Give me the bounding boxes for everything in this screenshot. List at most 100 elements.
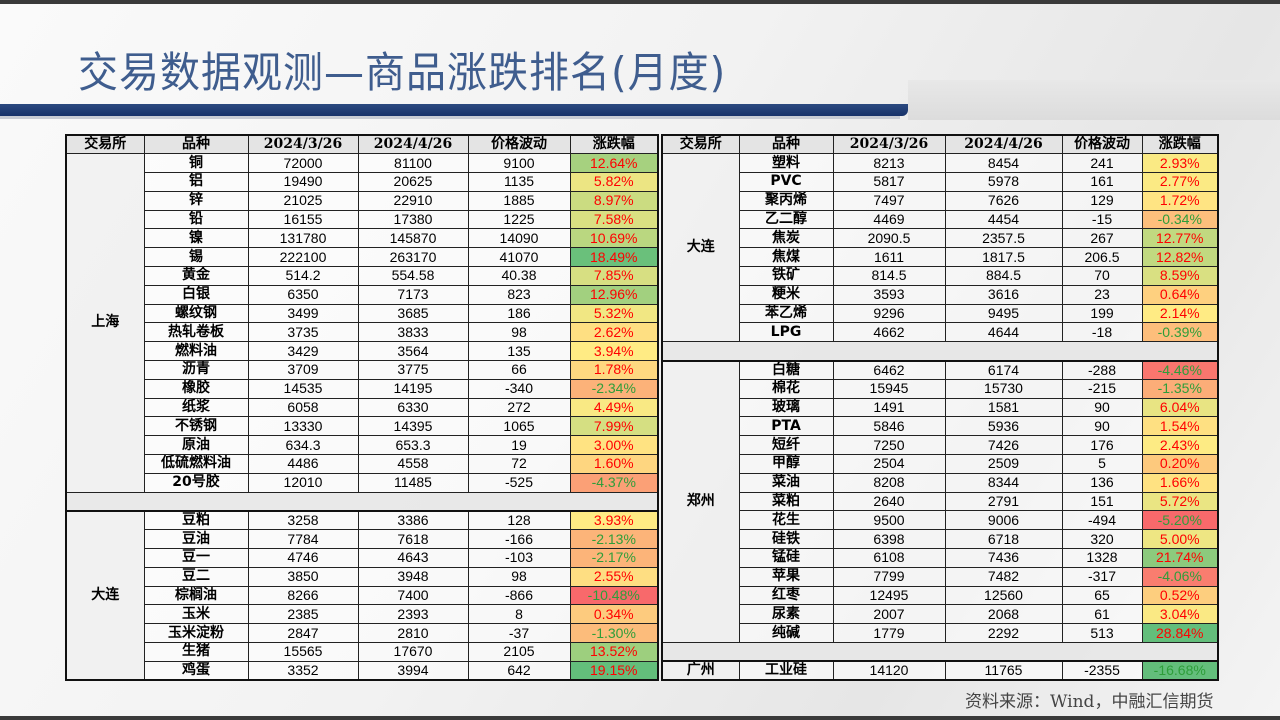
table-row: 尿素 2007 2068 61 3.04%: [662, 604, 1219, 625]
price-start-cell: 21025: [247, 190, 359, 211]
price-change-cell: 65: [1061, 585, 1143, 606]
price-change-cell: -317: [1061, 566, 1143, 587]
percent-change-cell: 12.96%: [569, 284, 659, 305]
percent-change-cell: 3.04%: [1141, 604, 1219, 625]
price-change-cell: 66: [467, 360, 571, 380]
table-row: 硅铁 6398 6718 320 5.00%: [662, 529, 1219, 550]
price-end-cell: 4558: [357, 454, 469, 474]
price-end-cell: 9006: [944, 510, 1063, 531]
price-start-cell: 3709: [247, 360, 359, 380]
percent-change-cell: -10.48%: [569, 585, 659, 606]
price-change-cell: 513: [1061, 623, 1143, 644]
variety-cell: 工业硅: [738, 660, 834, 681]
price-end-cell: 653.3: [357, 435, 469, 456]
variety-cell: 焦煤: [738, 247, 834, 268]
percent-change-cell: -1.30%: [569, 623, 659, 644]
percent-change-cell: -2.34%: [569, 378, 659, 399]
price-start-cell: 13330: [247, 416, 359, 437]
percent-change-cell: 0.64%: [1141, 284, 1219, 305]
column-header: 品种: [738, 134, 834, 155]
variety-cell: 塑料: [738, 153, 834, 174]
price-end-cell: 3948: [357, 566, 469, 587]
price-start-cell: 514.2: [247, 266, 359, 286]
price-end-cell: 17670: [357, 642, 469, 662]
price-end-cell: 1817.5: [944, 247, 1063, 268]
price-end-cell: 7618: [357, 529, 469, 550]
price-start-cell: 131780: [247, 228, 359, 249]
table-row: 锰硅 6108 7436 1328 21.74%: [662, 548, 1219, 568]
price-change-cell: -2355: [1061, 660, 1143, 681]
variety-cell: 苹果: [738, 566, 834, 587]
price-change-cell: 2105: [467, 642, 571, 662]
price-start-cell: 6058: [247, 397, 359, 418]
spacer-cell: [66, 491, 658, 512]
variety-cell: 花生: [738, 510, 834, 531]
price-start-cell: 72000: [247, 153, 359, 174]
price-start-cell: 3735: [247, 322, 359, 343]
percent-change-cell: 1.54%: [1141, 416, 1219, 437]
price-end-cell: 5936: [944, 416, 1063, 437]
price-end-cell: 7426: [944, 435, 1063, 456]
price-change-cell: 61: [1061, 604, 1143, 625]
variety-cell: 豆粕: [143, 509, 249, 531]
section-spacer: [662, 642, 1218, 662]
price-end-cell: 7173: [357, 284, 469, 305]
percent-change-cell: -5.20%: [1141, 510, 1219, 531]
price-change-cell: 206.5: [1061, 247, 1143, 268]
price-start-cell: 4662: [832, 322, 946, 343]
table-row: 广州 工业硅 14120 11765 -2355 -16.68%: [661, 660, 1219, 681]
price-change-cell: 272: [467, 397, 571, 418]
percent-change-cell: -4.37%: [569, 472, 659, 493]
variety-cell: 黄金: [143, 266, 249, 286]
price-end-cell: 14195: [357, 378, 469, 399]
percent-change-cell: 8.59%: [1141, 266, 1219, 286]
percent-change-cell: 21.74%: [1141, 548, 1219, 568]
price-start-cell: 2385: [247, 604, 359, 625]
table-row: 20号胶 12010 11485 -525 -4.37%: [66, 472, 659, 493]
column-header: 2024/3/26: [247, 134, 359, 155]
table-row: 苹果 7799 7482 -317 -4.06%: [662, 566, 1219, 587]
price-end-cell: 22910: [357, 190, 469, 211]
price-end-cell: 2810: [357, 623, 469, 644]
bottom-border: [0, 716, 1280, 720]
variety-cell: 鸡蛋: [143, 660, 249, 681]
price-start-cell: 3258: [247, 509, 359, 531]
table-row: 棉花 15945 15730 -215 -1.35%: [662, 378, 1219, 399]
variety-cell: 玉米: [143, 604, 249, 625]
variety-cell: 热轧卷板: [143, 322, 249, 343]
variety-cell: 棉花: [738, 378, 834, 399]
price-end-cell: 81100: [357, 153, 469, 174]
price-start-cell: 14120: [832, 660, 946, 681]
price-change-cell: 128: [467, 509, 571, 531]
price-change-cell: 642: [467, 660, 571, 681]
price-change-cell: -166: [467, 529, 571, 550]
percent-change-cell: -2.13%: [569, 529, 659, 550]
price-end-cell: 11485: [357, 472, 469, 493]
header-decoration: [908, 80, 1280, 120]
price-change-cell: -525: [467, 472, 571, 493]
title-underline-shadow: [0, 116, 900, 119]
variety-cell: PTA: [738, 416, 834, 437]
variety-cell: 短纤: [738, 435, 834, 456]
price-start-cell: 2090.5: [832, 228, 946, 249]
price-change-cell: 41070: [467, 247, 571, 268]
table-row: 短纤 7250 7426 176 2.43%: [662, 435, 1219, 456]
price-change-cell: -866: [467, 585, 571, 606]
price-end-cell: 1581: [944, 397, 1063, 418]
price-change-cell: 1065: [467, 416, 571, 437]
price-change-cell: 176: [1061, 435, 1143, 456]
price-start-cell: 222100: [247, 247, 359, 268]
percent-change-cell: 0.34%: [569, 604, 659, 625]
price-start-cell: 12010: [247, 472, 359, 493]
price-start-cell: 2640: [832, 491, 946, 512]
price-end-cell: 7436: [944, 548, 1063, 568]
column-header: 2024/3/26: [832, 134, 946, 155]
table-row: 黄金 514.2 554.58 40.38 7.85%: [66, 266, 659, 286]
table-row: 郑州 白糖 6462 6174 -288 -4.46%: [661, 359, 1219, 644]
price-start-cell: 3593: [832, 284, 946, 305]
price-change-cell: 90: [1061, 416, 1143, 437]
percent-change-cell: 3.00%: [569, 435, 659, 456]
table-row: PTA 5846 5936 90 1.54%: [662, 416, 1219, 437]
variety-cell: 豆油: [143, 529, 249, 550]
price-start-cell: 8208: [832, 472, 946, 493]
